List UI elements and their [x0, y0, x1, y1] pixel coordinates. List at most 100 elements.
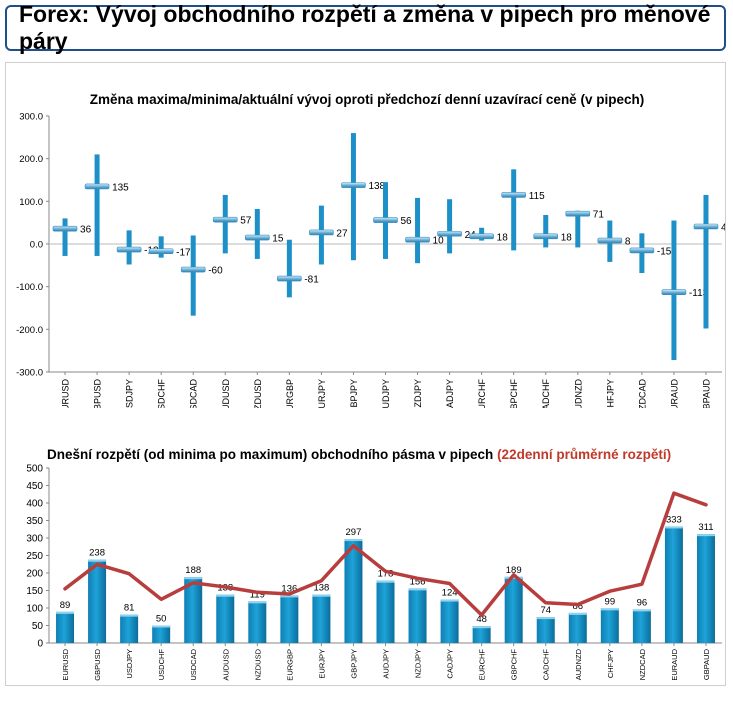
- current-marker: [469, 233, 494, 240]
- page-title: Forex: Vývoj obchodního rozpětí a změna …: [5, 1, 726, 54]
- bar-top-highlight: [408, 588, 427, 591]
- y-tick-label: 50: [32, 621, 44, 632]
- y-tick-label: 300.0: [19, 112, 43, 123]
- current-value-label: 71: [593, 210, 605, 221]
- current-value-label: -81: [304, 275, 319, 286]
- current-marker: [84, 183, 110, 190]
- current-marker: [597, 237, 623, 244]
- current-marker: [661, 289, 687, 296]
- range-bar: [511, 169, 517, 251]
- current-marker: [277, 275, 302, 282]
- x-tick-label: GBPUSD: [93, 648, 102, 680]
- bar-top-highlight: [344, 539, 363, 542]
- bar-chart-title-main: Dnešní rozpětí (od minima po maximum) ob…: [47, 447, 497, 462]
- y-tick-label: 150: [26, 586, 43, 597]
- y-tick-label: 300: [26, 534, 43, 545]
- x-tick-label: NZDUSD: [253, 648, 262, 680]
- current-value-label: -60: [208, 266, 223, 277]
- range-bar: [56, 611, 75, 643]
- x-tick-label: AUDUSD: [221, 648, 230, 680]
- bar-value-label: 74: [540, 605, 551, 616]
- x-tick-label: CADJPY: [446, 649, 455, 679]
- range-bar: [600, 608, 619, 643]
- range-bar: [632, 609, 651, 643]
- bar-value-label: 156: [410, 576, 426, 587]
- bar-value-label: 138: [313, 583, 329, 594]
- y-tick-label: 400: [26, 499, 43, 510]
- current-marker: [533, 233, 559, 240]
- bar-top-highlight: [536, 617, 555, 620]
- current-marker: [341, 182, 366, 188]
- current-value-label: 15: [272, 234, 284, 245]
- current-value-label: -17: [176, 247, 191, 258]
- x-tick-label: CADJPY: [445, 379, 455, 408]
- current-marker: [565, 210, 591, 217]
- current-value-label: 135: [112, 182, 129, 193]
- range-bar: [703, 194, 709, 329]
- current-marker: [373, 217, 398, 223]
- range-bar: [286, 239, 292, 298]
- bar-value-label: 119: [250, 589, 265, 600]
- range-bar: [312, 594, 331, 643]
- range-bar: [408, 588, 427, 643]
- x-tick-label: GBPCHF: [510, 649, 519, 681]
- x-tick-label: EURAUD: [669, 379, 679, 408]
- y-tick-label: -200.0: [16, 325, 43, 336]
- current-value-label: 18: [497, 232, 509, 243]
- y-tick-label: 0.0: [30, 240, 43, 251]
- current-marker: [629, 247, 655, 254]
- x-tick-label: GBPAUD: [701, 379, 711, 408]
- x-tick-label: GBPJPY: [349, 649, 358, 679]
- x-tick-label: USDCHF: [157, 378, 167, 408]
- current-marker: [501, 192, 526, 198]
- x-tick-label: NZDJPY: [413, 379, 423, 408]
- current-marker: [245, 234, 270, 241]
- x-tick-label: AUDJPY: [382, 649, 391, 679]
- range-bar: [248, 601, 267, 643]
- x-tick-label: EURJPY: [317, 379, 327, 408]
- bar-top-highlight: [152, 625, 171, 628]
- x-tick-label: CADCHF: [542, 649, 551, 681]
- x-tick-label: GBPUSD: [93, 379, 103, 408]
- range-bar: [152, 625, 171, 643]
- x-tick-label: EURAUD: [670, 648, 679, 680]
- charts-panel: Změna maxima/minima/aktuální vývoj oprot…: [5, 62, 726, 686]
- current-marker: [212, 216, 238, 223]
- y-tick-label: -100.0: [16, 282, 43, 293]
- range-bar: [280, 595, 299, 643]
- x-tick-label: GBPJPY: [349, 379, 359, 408]
- current-marker: [52, 225, 78, 232]
- x-tick-label: CHFJPY: [606, 649, 615, 678]
- y-tick-label: 200.0: [19, 154, 43, 165]
- x-tick-label: EURGBP: [285, 379, 295, 408]
- bar-top-highlight: [248, 601, 267, 604]
- x-tick-label: USDCAD: [189, 379, 199, 408]
- current-marker: [148, 248, 174, 255]
- x-tick-label: EURUSD: [61, 379, 71, 408]
- bar-top-highlight: [632, 609, 651, 612]
- x-tick-label: CADCHF: [541, 378, 551, 408]
- y-tick-label: -300.0: [16, 368, 43, 379]
- current-marker: [180, 266, 206, 273]
- bar-value-label: 86: [572, 601, 583, 612]
- range-bar: [344, 539, 363, 643]
- range-bar: [440, 599, 459, 643]
- bar-top-highlight: [280, 595, 299, 598]
- range-bar: [472, 626, 491, 643]
- current-marker: [437, 230, 462, 237]
- bar-value-label: 333: [666, 514, 682, 525]
- range-bar: [696, 534, 715, 643]
- bar-top-highlight: [184, 577, 203, 580]
- bar-top-highlight: [376, 580, 395, 583]
- range-bar: [158, 236, 164, 258]
- current-value-label: 18: [561, 232, 573, 243]
- bar-value-label: 89: [60, 600, 71, 611]
- current-marker: [116, 246, 142, 253]
- bar-chart-title-accent: (22denní průměrné rozpětí): [497, 447, 671, 462]
- range-bar: [543, 214, 549, 248]
- range-bar: [504, 576, 523, 643]
- range-bar-chart: Dnešní rozpětí (od minima po maximum) ob…: [26, 447, 722, 681]
- range-bar: [376, 580, 395, 643]
- bar-value-label: 96: [637, 597, 648, 608]
- bar-chart-title: Dnešní rozpětí (od minima po maximum) ob…: [47, 447, 671, 462]
